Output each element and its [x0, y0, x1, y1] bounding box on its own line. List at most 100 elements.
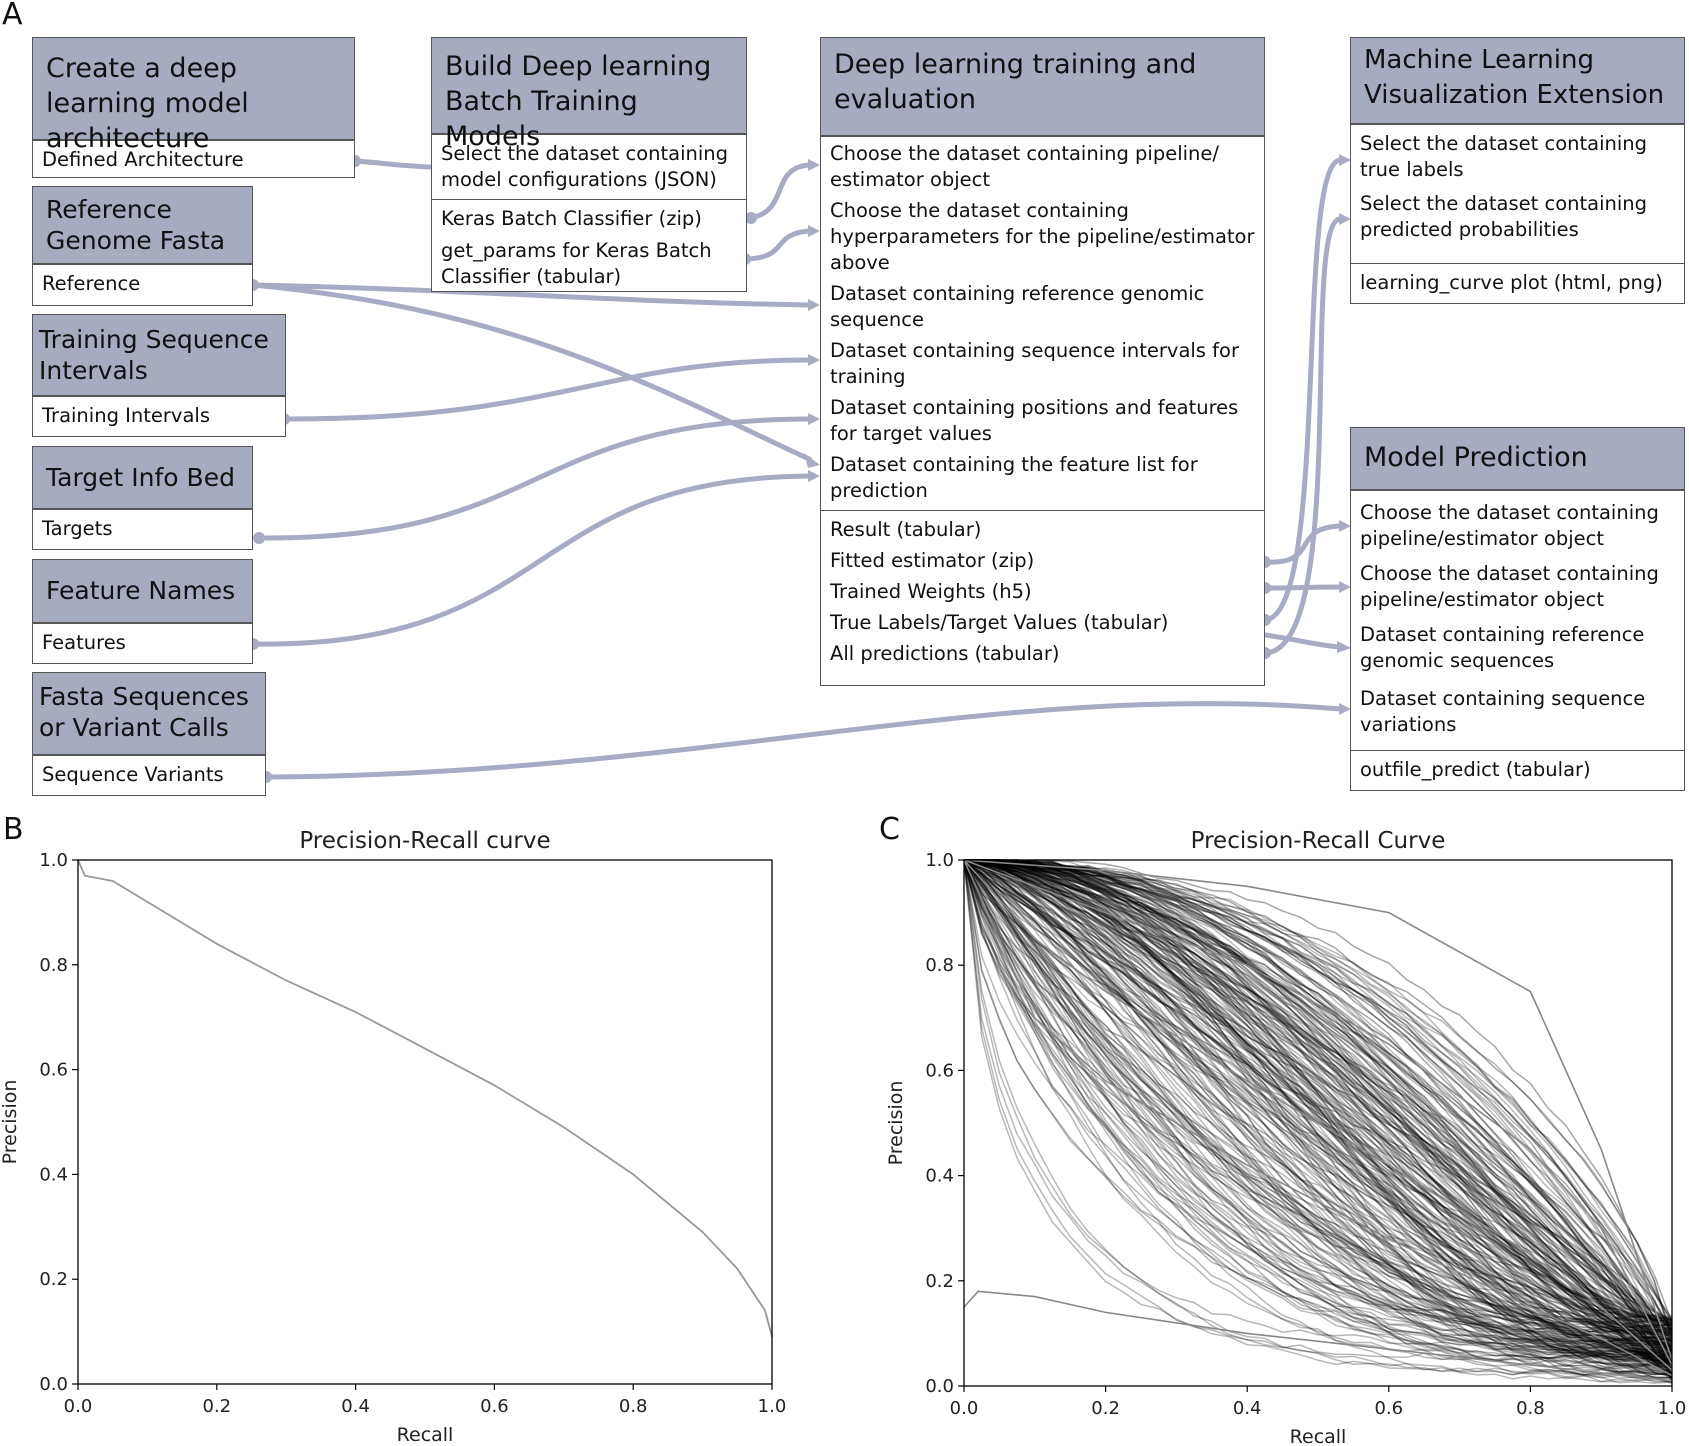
pr-curve-line — [964, 859, 1673, 1360]
node-header: Target Info Bed — [33, 447, 252, 509]
pr-curve-line — [963, 860, 1673, 1355]
pr-curve-line — [963, 860, 1673, 1355]
pr-curve-line — [963, 859, 1673, 1368]
pr-curve-line — [963, 861, 1673, 1363]
pr-curve-line — [963, 859, 1673, 1379]
port-true-labels-input: Select the dataset containing true label… — [1360, 132, 1648, 181]
pr-curve-line — [963, 861, 1673, 1367]
panel-label-b: B — [3, 812, 24, 847]
pr-curve-line — [963, 859, 1673, 1350]
y-axis-label: Precision — [885, 1081, 907, 1166]
pr-curve-line — [963, 859, 1673, 1349]
x-tick-label: 0.2 — [1091, 1398, 1120, 1419]
pr-curve-line — [963, 859, 1673, 1380]
chart-title: Precision-Recall curve — [299, 828, 550, 854]
port-reference-genomic: Dataset containing reference genomic seq… — [830, 282, 1205, 331]
pr-curve-line — [963, 860, 1673, 1334]
pr-curve-line — [963, 859, 1673, 1352]
port-pipeline-estimator-1: Choose the dataset containing pipeline/e… — [1360, 501, 1659, 550]
pr-curve-line — [963, 861, 1673, 1368]
pr-curve-line — [963, 859, 1673, 1378]
pr-curve-line — [964, 859, 1673, 1369]
node-header: Model Prediction — [1351, 428, 1684, 490]
connector-predictions-to-vis — [1259, 213, 1351, 659]
pr-curve-line — [963, 859, 1673, 1363]
y-tick-label: 1.0 — [39, 850, 68, 871]
pr-curve-line — [963, 860, 1673, 1364]
pr-curve-line — [963, 861, 1673, 1368]
pr-curve-line — [963, 860, 1673, 1330]
y-tick-label: 0.0 — [39, 1374, 68, 1395]
chart-precision-recall-c: Precision-Recall Curve Recall Precision 0.0… — [885, 828, 1686, 1446]
pr-curve-series-1 — [963, 859, 1673, 1366]
pr-curve-line — [963, 859, 1673, 1340]
pr-curve-line — [963, 859, 1673, 1377]
node-create-architecture: Create a deep learning model architectur… — [32, 37, 355, 178]
pr-curve-line — [963, 859, 1673, 1338]
pr-curve-line — [964, 861, 1673, 1347]
pr-curve-line — [963, 859, 1673, 1366]
pr-curve-line — [963, 861, 1673, 1376]
pr-curve-line — [963, 860, 1673, 1350]
pr-curve-line — [963, 859, 1673, 1345]
pr-curve-line — [963, 859, 1673, 1375]
pr-curve-line — [964, 859, 1673, 1374]
port-pipeline-estimator: Choose the dataset containing pipeline/ … — [830, 142, 1219, 191]
node-header: Create a deep learning model architectur… — [33, 38, 354, 154]
pr-curve-line — [963, 859, 1673, 1367]
pr-curve-line — [963, 860, 1673, 1353]
node-reference-genome: Reference Genome Fasta Reference — [32, 186, 253, 306]
pr-curve-line — [963, 859, 1673, 1335]
pr-curve-line — [963, 859, 1673, 1332]
pr-curve-line — [964, 859, 1673, 1359]
pr-curve-line — [963, 859, 1673, 1385]
pr-curve-line — [963, 859, 1673, 1362]
pr-curve-line — [964, 859, 1673, 1335]
port-true-labels: True Labels/Target Values (tabular) — [830, 611, 1169, 634]
x-tick-label: 0.0 — [64, 1396, 93, 1417]
node-header: Reference Genome Fasta — [33, 187, 252, 264]
pr-curve-series-4 — [963, 1290, 1673, 1382]
plot-frame — [963, 859, 1673, 1387]
pr-curve-line — [963, 859, 1673, 1376]
y-tick-label: 0.4 — [925, 1166, 954, 1187]
x-tick-label: 0.0 — [950, 1398, 979, 1419]
pr-curve-line — [963, 859, 1673, 1376]
pr-curve-line — [963, 861, 1673, 1355]
pr-curve-line — [963, 860, 1673, 1325]
pr-curve-line — [963, 859, 1673, 1327]
pr-curve-line — [963, 859, 1673, 1379]
pr-curve-line — [963, 859, 1673, 1368]
x-tick-label: 1.0 — [758, 1396, 787, 1417]
pr-curve-line — [963, 859, 1673, 1368]
pr-curve-line — [963, 859, 1673, 1323]
pr-curve-line — [963, 859, 1673, 1352]
pr-curve-line — [963, 859, 1673, 1358]
pr-curve-line — [963, 859, 1673, 1322]
pr-curve-series-0 — [963, 859, 1673, 1360]
pr-curve-line — [963, 861, 1673, 1351]
pr-curve-line — [963, 861, 1673, 1327]
pr-curve-line — [963, 859, 1673, 1334]
pr-curve-line — [963, 859, 1673, 1375]
pr-curve-line — [963, 859, 1673, 1359]
node-train-eval: Deep learning training and evaluation Ch… — [820, 37, 1265, 686]
pr-curve-line — [963, 859, 1673, 1376]
connector-targets-to-positions — [253, 413, 820, 544]
pr-curve-line — [963, 859, 1673, 1339]
pr-curve-line — [964, 859, 1673, 1337]
pr-curve-line — [963, 859, 1673, 1321]
pr-curve-line — [964, 859, 1673, 1331]
pr-curve-line — [963, 861, 1673, 1365]
pr-curve-line — [963, 860, 1673, 1354]
pr-curve-line — [963, 859, 1673, 1363]
port-positions-features: Dataset containing positions and feature… — [830, 396, 1239, 445]
pr-curve-line — [964, 859, 1673, 1340]
connector-keras-to-pipeline — [745, 159, 820, 224]
y-tick-label: 0.6 — [39, 1060, 68, 1081]
pr-curve-line — [963, 859, 1673, 1360]
port-pipeline-estimator-2: Choose the dataset containing pipeline/e… — [1360, 562, 1659, 611]
y-tick-label: 0.4 — [39, 1164, 68, 1185]
pr-curve-line — [963, 859, 1673, 1325]
chart-title: Precision-Recall Curve — [1191, 828, 1446, 854]
